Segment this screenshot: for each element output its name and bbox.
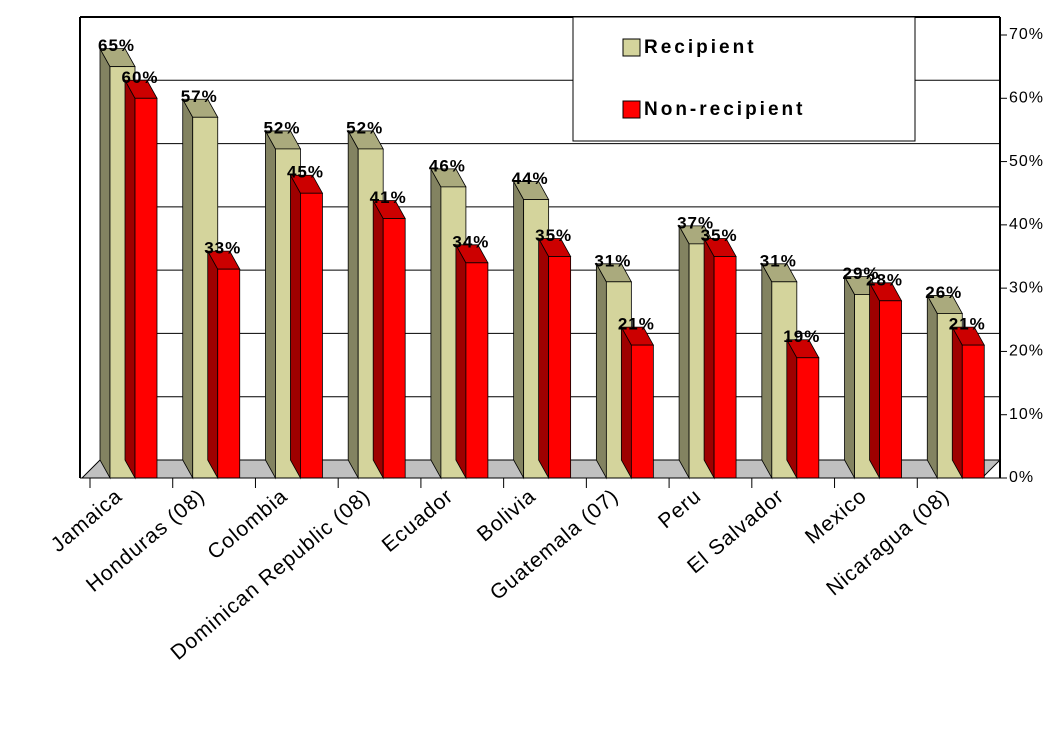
value-label: 52% (346, 118, 383, 137)
value-label: 21% (618, 315, 655, 334)
value-label: 45% (287, 163, 324, 182)
bar (465, 262, 489, 479)
y-tick-label: 30% (1009, 279, 1044, 296)
value-label: 35% (701, 226, 738, 245)
value-label: 60% (121, 68, 158, 87)
bar-side (703, 236, 715, 480)
y-tick-label: 70% (1009, 26, 1044, 43)
bar (134, 97, 158, 479)
value-label: 65% (98, 36, 135, 55)
bar-side (844, 274, 855, 480)
x-tick-label: Bolivia (473, 484, 541, 546)
bar (382, 218, 406, 479)
y-tick-label: 10% (1009, 406, 1044, 423)
value-label: 29% (843, 264, 880, 283)
value-label: 34% (452, 232, 489, 251)
value-label: 52% (263, 118, 300, 137)
legend-swatch (622, 38, 641, 57)
bar (961, 344, 985, 479)
bar-side (182, 97, 194, 480)
value-label: 44% (512, 169, 549, 188)
bar-side (595, 262, 607, 480)
bar-side (207, 249, 219, 480)
x-tick-label: Ecuador (378, 484, 458, 556)
x-tick-label: Jamaica (47, 484, 127, 556)
value-label: 21% (949, 315, 986, 334)
bar-side (538, 236, 550, 480)
value-label: 46% (429, 156, 466, 175)
bar (630, 344, 654, 479)
value-label: 26% (925, 283, 962, 302)
y-tick-label: 20% (1009, 343, 1044, 360)
y-tick-label: 40% (1009, 216, 1044, 233)
bar-side (265, 129, 276, 480)
bar-side (430, 167, 442, 480)
bar (548, 256, 572, 479)
bar-side (620, 325, 632, 480)
bar-side (926, 293, 938, 480)
value-label: 41% (370, 188, 407, 207)
value-label: 33% (204, 239, 241, 258)
bar (217, 268, 241, 479)
bar-side (678, 224, 690, 480)
bar (796, 357, 820, 479)
legend (572, 16, 916, 142)
value-label: 35% (535, 226, 572, 245)
legend-label: Recipient (644, 37, 757, 58)
bar-side (761, 262, 773, 480)
y-tick-label: 0% (1009, 469, 1034, 486)
bar-side (347, 129, 359, 480)
value-label: 31% (760, 251, 797, 270)
bar-side (786, 338, 798, 480)
x-tick-label: Peru (654, 484, 706, 533)
value-label: 31% (594, 251, 631, 270)
x-tick-label: Mexico (801, 484, 871, 548)
bar-side (290, 173, 301, 480)
legend-label: Non-recipient (644, 99, 805, 120)
bar-side (455, 243, 467, 480)
value-label: 57% (181, 87, 218, 106)
bar-side (372, 198, 384, 480)
bar-side (124, 78, 136, 480)
legend-swatch (622, 100, 641, 119)
bar (300, 192, 323, 479)
bar-side (99, 47, 111, 480)
bar-side (869, 281, 880, 480)
y-tick-label: 50% (1009, 153, 1044, 170)
bar (713, 256, 737, 479)
bar-side (513, 179, 525, 480)
bar (879, 300, 902, 479)
bar-side (951, 325, 963, 480)
value-label: 19% (783, 327, 820, 346)
y-tick-label: 60% (1009, 90, 1044, 107)
value-label: 37% (677, 213, 714, 232)
value-label: 28% (866, 270, 903, 289)
